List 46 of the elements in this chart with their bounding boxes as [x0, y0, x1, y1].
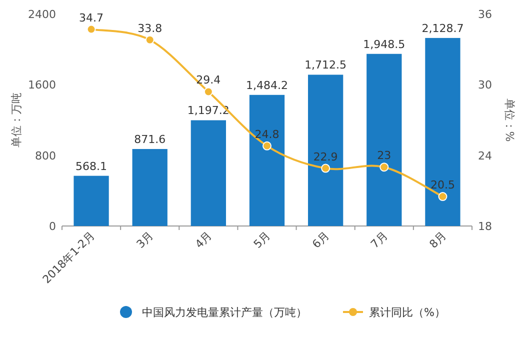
bar	[190, 120, 226, 226]
data-label: 871.6	[134, 133, 166, 146]
data-label: 568.1	[76, 160, 108, 173]
point	[438, 192, 448, 202]
data-label: 1,712.5	[304, 58, 347, 72]
point	[204, 87, 213, 96]
legend-label: 累计同比（%）	[369, 306, 446, 319]
legend-label: 中国风力发电量累计产量（万吨）	[142, 306, 307, 319]
x-tick-label: 4月	[192, 228, 215, 251]
y-tick-label: 0	[49, 220, 56, 233]
data-label: 2,128.7	[422, 22, 464, 35]
bar	[74, 176, 109, 226]
data-label: 33.8	[138, 22, 162, 35]
data-label: 20.5	[430, 178, 455, 192]
bar	[132, 149, 168, 226]
y2-axis-title: 单位：%	[503, 98, 516, 142]
y-tick-label: 800	[35, 149, 56, 162]
bar	[308, 74, 344, 226]
y-tick-label: 1600	[28, 78, 56, 92]
data-label: 23	[377, 149, 392, 162]
y-tick-label: 2400	[28, 8, 56, 21]
point	[145, 35, 154, 44]
point	[86, 24, 96, 34]
y2-tick-label: 24	[478, 149, 492, 162]
x-tick-label: 7月	[368, 228, 390, 251]
data-label: 1,948.5	[363, 38, 406, 51]
bar	[425, 38, 460, 226]
bar	[249, 94, 285, 226]
data-label: 34.7	[79, 11, 104, 24]
data-label: 24.8	[254, 128, 280, 141]
y2-tick-label: 18	[478, 220, 492, 233]
x-tick-label: 8月	[426, 228, 449, 251]
bar	[366, 54, 402, 226]
data-label: 1,197.2	[187, 104, 230, 118]
data-label: 1,484.2	[246, 78, 288, 92]
x-tick-label: 5月	[251, 228, 274, 251]
y-axis-title: 单位：万吨	[10, 92, 23, 148]
point	[262, 141, 272, 150]
data-label: 29.4	[196, 74, 221, 87]
x-tick-label: 3月	[134, 228, 156, 251]
y2-tick-label: 36	[478, 8, 492, 21]
y2-tick-label: 30	[478, 78, 492, 92]
point	[321, 164, 330, 173]
point	[380, 162, 389, 172]
data-label: 22.9	[313, 150, 338, 164]
x-tick-label: 6月	[310, 228, 332, 251]
